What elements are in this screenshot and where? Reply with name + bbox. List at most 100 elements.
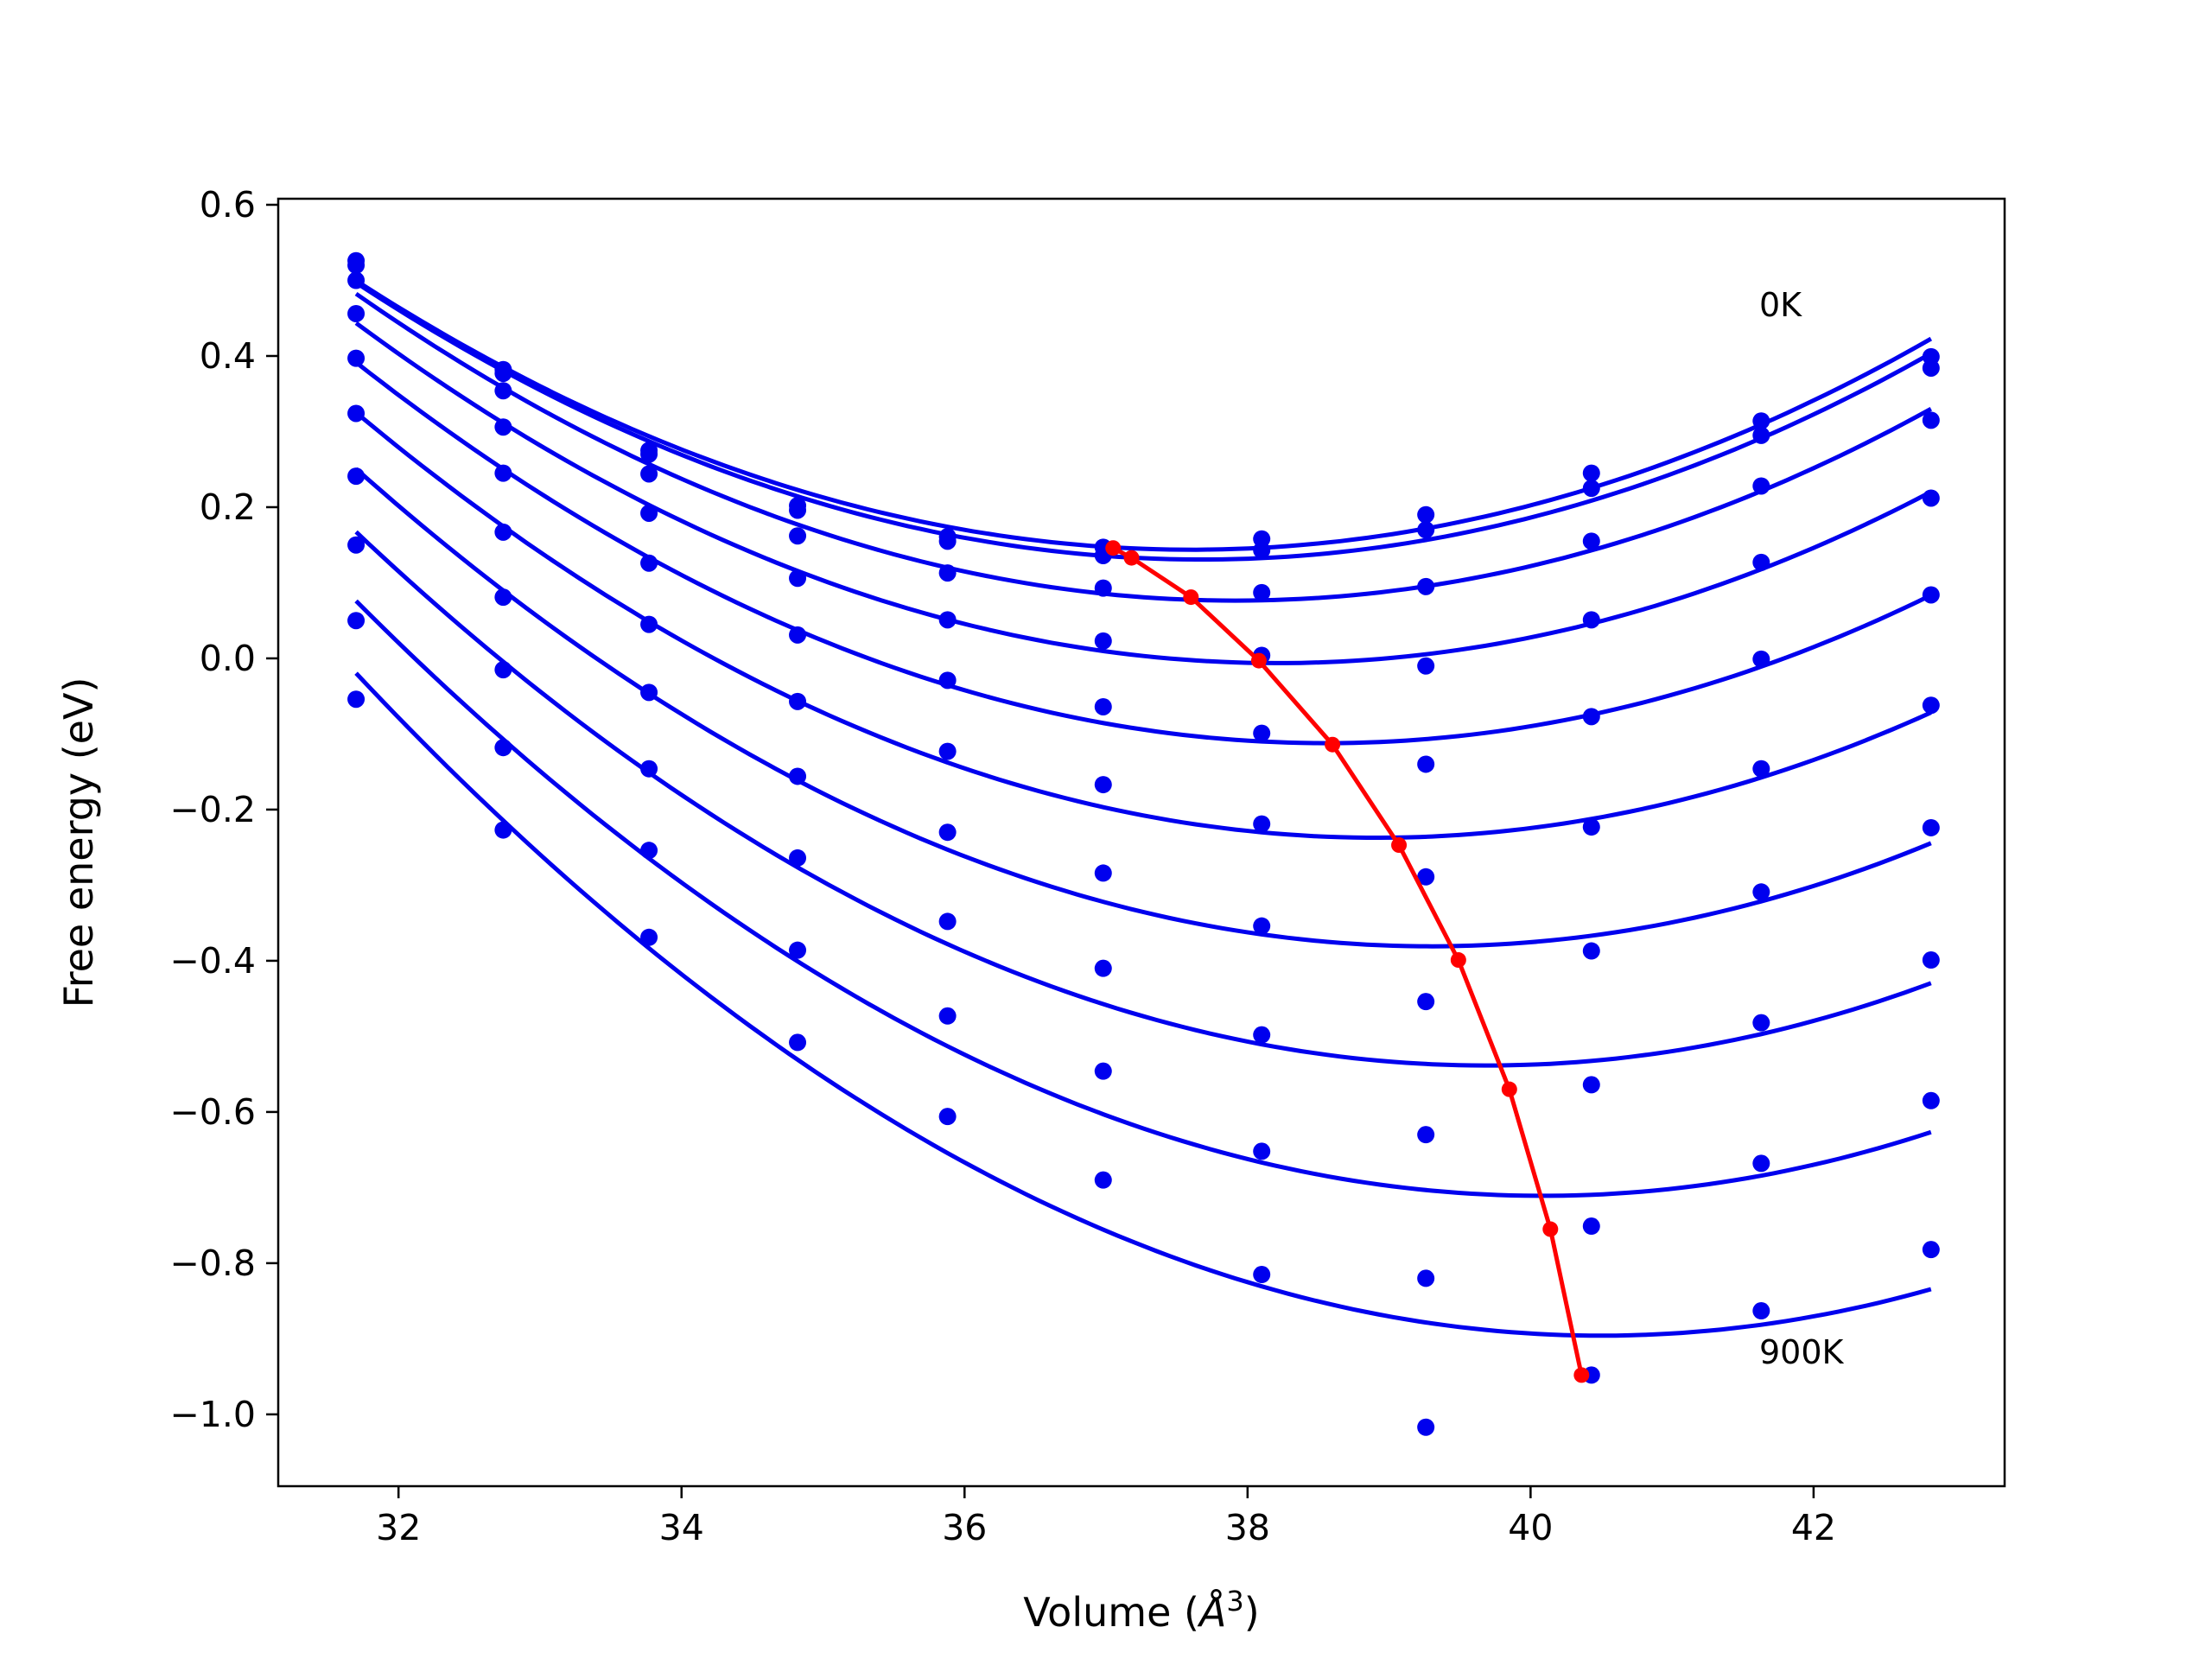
data-point-s5-2 bbox=[640, 615, 658, 633]
data-point-s5-6 bbox=[1253, 815, 1271, 833]
data-point-s4-6 bbox=[1253, 724, 1271, 742]
data-point-s8-9 bbox=[1752, 1154, 1770, 1173]
data-point-s1-2 bbox=[640, 445, 658, 463]
data-point-s6-10 bbox=[1922, 818, 1940, 836]
x-tick-label-1: 34 bbox=[659, 1507, 704, 1548]
data-point-s9-5 bbox=[1094, 1171, 1112, 1189]
data-point-s9-6 bbox=[1253, 1266, 1271, 1284]
fit-curve-3 bbox=[354, 321, 1932, 665]
minima-point-0 bbox=[1105, 540, 1122, 556]
data-point-s7-2 bbox=[640, 760, 658, 778]
data-point-s6-1 bbox=[494, 588, 512, 607]
data-point-s3-8 bbox=[1582, 611, 1600, 629]
data-point-s9-9 bbox=[1752, 1302, 1770, 1320]
minima-point-8 bbox=[1542, 1221, 1559, 1237]
fit-curve-1 bbox=[354, 281, 1933, 562]
data-point-s6-9 bbox=[1752, 883, 1770, 901]
data-point-s5-9 bbox=[1752, 760, 1770, 778]
plot-layer bbox=[347, 251, 1940, 1436]
data-point-s6-2 bbox=[640, 683, 658, 702]
tick-layer: 32 34 36 38 40 42 0.6 0.4 0.2 0.0 −0.2 −0.4 −0.6 −0.8… bbox=[169, 184, 1836, 1548]
data-point-s8-8 bbox=[1582, 1217, 1600, 1236]
fit-curve-4 bbox=[354, 360, 1932, 746]
data-point-s7-1 bbox=[494, 661, 512, 679]
data-point-s2-6 bbox=[1253, 583, 1271, 601]
minima-point-3 bbox=[1250, 652, 1267, 669]
data-point-s6-3 bbox=[789, 767, 807, 785]
data-point-s2-3 bbox=[789, 527, 807, 545]
data-point-s2-0 bbox=[347, 271, 365, 289]
data-point-s4-5 bbox=[1094, 697, 1112, 715]
minima-line bbox=[1112, 545, 1584, 1376]
data-point-s3-9 bbox=[1752, 553, 1770, 571]
data-point-s1-6 bbox=[1253, 541, 1271, 559]
data-point-s7-3 bbox=[789, 849, 807, 867]
data-point-s6-6 bbox=[1253, 917, 1271, 935]
data-point-s9-4 bbox=[938, 1108, 957, 1126]
data-point-s1-4 bbox=[938, 532, 957, 550]
data-point-s2-10 bbox=[1922, 411, 1940, 429]
data-point-s4-8 bbox=[1582, 708, 1600, 726]
minima-point-9 bbox=[1573, 1367, 1590, 1383]
fit-curve-2 bbox=[354, 291, 1932, 603]
data-point-s7-6 bbox=[1253, 1026, 1271, 1044]
data-point-s9-1 bbox=[494, 821, 512, 839]
data-point-s8-5 bbox=[1094, 1062, 1112, 1080]
data-point-s0-7 bbox=[1417, 505, 1435, 524]
fit-curve-9 bbox=[354, 671, 1932, 1338]
fit-curve-6 bbox=[354, 467, 1932, 949]
plot-frame bbox=[276, 197, 2006, 1488]
y-tick-label-4: −0.2 bbox=[169, 789, 256, 830]
data-point-s4-4 bbox=[938, 671, 957, 690]
data-point-s3-2 bbox=[640, 504, 658, 522]
data-point-s1-9 bbox=[1752, 426, 1770, 444]
data-point-s9-3 bbox=[789, 1033, 807, 1052]
data-point-s9-2 bbox=[640, 928, 658, 946]
data-point-s4-7 bbox=[1417, 755, 1435, 773]
x-tick-label-4: 40 bbox=[1508, 1507, 1553, 1548]
data-point-s8-2 bbox=[640, 842, 658, 860]
data-point-s9-10 bbox=[1922, 1241, 1940, 1259]
data-point-s7-5 bbox=[1094, 959, 1112, 977]
data-point-s6-0 bbox=[347, 467, 365, 486]
data-point-s2-9 bbox=[1752, 477, 1770, 495]
data-point-s9-0 bbox=[347, 690, 365, 709]
x-tick-label-0: 32 bbox=[376, 1507, 421, 1548]
data-point-s3-10 bbox=[1922, 489, 1940, 507]
data-point-s1-10 bbox=[1922, 359, 1940, 377]
data-point-s7-8 bbox=[1582, 1076, 1600, 1094]
data-point-s5-3 bbox=[789, 692, 807, 710]
data-point-s3-7 bbox=[1417, 657, 1435, 675]
y-axis-label: Free energy (eV) bbox=[55, 677, 102, 1008]
data-point-s5-7 bbox=[1417, 868, 1435, 886]
data-point-s8-10 bbox=[1922, 1091, 1940, 1109]
data-point-s3-0 bbox=[347, 304, 365, 322]
data-point-s1-8 bbox=[1582, 480, 1600, 498]
data-point-s9-7 bbox=[1417, 1418, 1435, 1436]
data-point-s8-3 bbox=[789, 941, 807, 959]
fit-curve-7 bbox=[354, 530, 1932, 1068]
y-tick-label-0: 0.6 bbox=[200, 184, 256, 226]
y-tick-label-5: −0.4 bbox=[169, 940, 256, 982]
minima-point-6 bbox=[1450, 952, 1466, 969]
data-point-s7-0 bbox=[347, 536, 365, 554]
data-point-s5-4 bbox=[938, 742, 957, 760]
data-point-s8-6 bbox=[1253, 1142, 1271, 1160]
minima-point-7 bbox=[1501, 1081, 1517, 1097]
annotation-900k: 900K bbox=[1759, 1333, 1845, 1371]
minima-point-4 bbox=[1325, 736, 1341, 753]
data-point-s1-3 bbox=[789, 501, 807, 519]
data-point-s0-9 bbox=[1752, 412, 1770, 430]
data-point-s8-1 bbox=[494, 739, 512, 757]
data-point-s3-3 bbox=[789, 569, 807, 588]
minima-point-2 bbox=[1183, 589, 1199, 606]
minima-point-5 bbox=[1391, 837, 1408, 854]
data-point-s8-7 bbox=[1417, 1269, 1435, 1287]
data-point-s2-4 bbox=[938, 564, 957, 582]
data-point-s7-10 bbox=[1922, 951, 1940, 969]
data-point-s4-3 bbox=[789, 626, 807, 644]
data-point-s5-10 bbox=[1922, 696, 1940, 715]
data-point-s4-1 bbox=[494, 464, 512, 482]
data-point-s4-10 bbox=[1922, 586, 1940, 604]
